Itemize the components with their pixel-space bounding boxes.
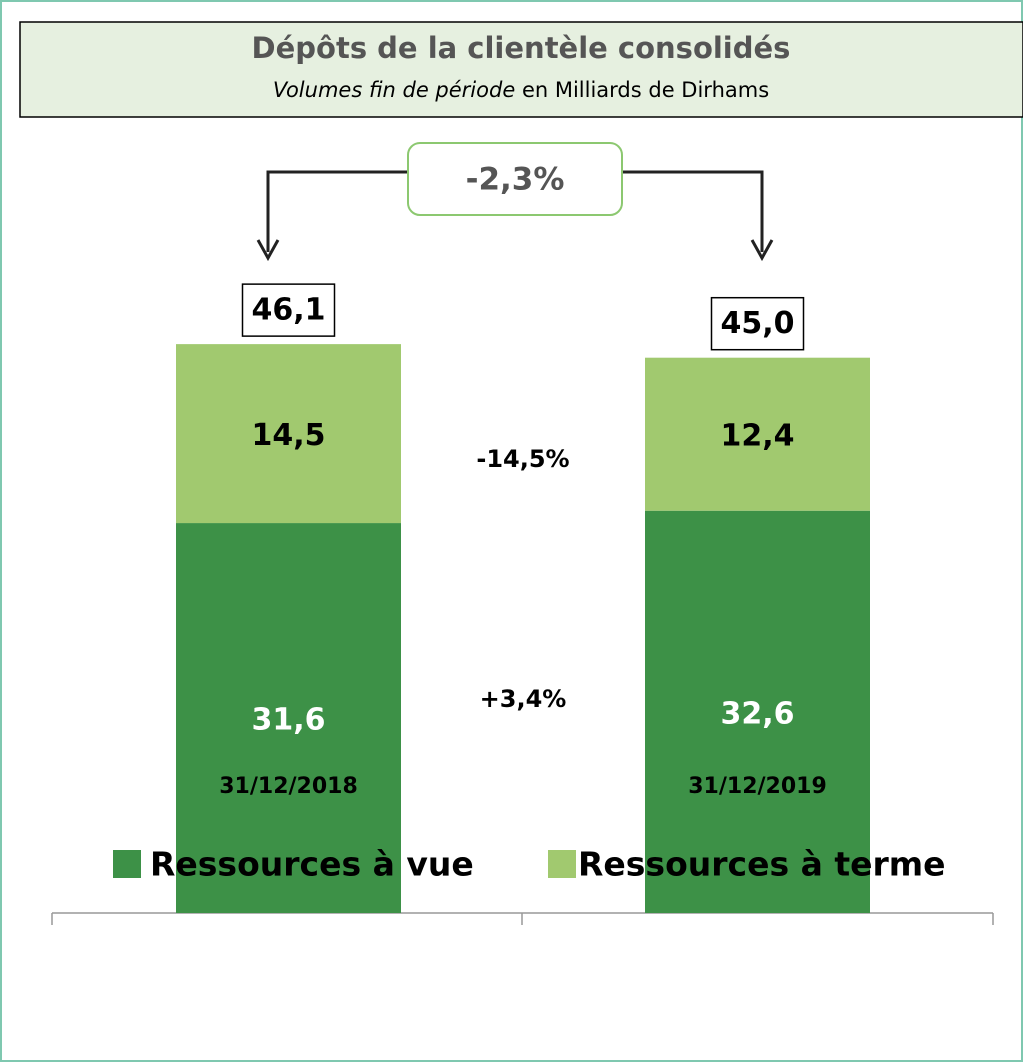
x-tick-label: 31/12/2018 <box>219 774 358 799</box>
legend-swatch <box>548 850 576 878</box>
bar-segment <box>645 510 870 913</box>
total-label: 46,1 <box>251 293 325 328</box>
growth-total: -2,3% <box>466 162 565 198</box>
growth-box <box>407 142 623 216</box>
data-label: 32,6 <box>720 696 794 731</box>
growth-terme: -14,5% <box>476 445 569 473</box>
chart-subtitle: Volumes fin de période en Milliards de D… <box>273 78 769 102</box>
bar-segment <box>645 357 870 511</box>
total-label: 45,0 <box>720 306 794 341</box>
data-label: 12,4 <box>720 419 794 454</box>
bar-segment <box>176 344 401 524</box>
chart-title: Dépôts de la clientèle consolidés <box>252 31 791 65</box>
legend-label: Ressources à vue <box>150 845 474 884</box>
arrow-line <box>266 170 764 252</box>
subtitle-italic: Volumes fin de période <box>273 78 515 102</box>
title-box <box>19 21 1023 118</box>
subtitle-text: en Milliards de Dirhams <box>522 78 769 102</box>
x-tick-label: 31/12/2019 <box>688 774 827 799</box>
bar-segment <box>176 523 401 913</box>
legend-label: Ressources à terme <box>578 845 946 884</box>
growth-vue: +3,4% <box>480 685 567 713</box>
total-box <box>710 296 805 351</box>
total-box <box>241 283 336 337</box>
x-axis <box>51 912 994 925</box>
data-label: 31,6 <box>251 703 325 738</box>
data-label: 14,5 <box>251 418 325 453</box>
arrow-head <box>256 239 774 262</box>
legend-swatch <box>113 850 141 878</box>
